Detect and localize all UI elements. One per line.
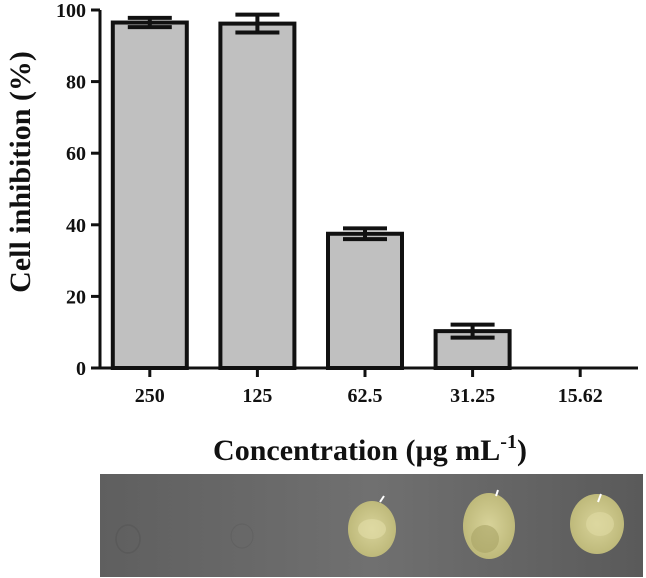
x-tick-label: 62.5 <box>348 385 383 407</box>
y-tick-label: 100 <box>56 0 86 22</box>
x-axis-title-main: Concentration (µg mL <box>213 434 500 467</box>
x-tick-label: 125 <box>242 385 272 407</box>
y-axis-title: Cell inhibition (%) <box>4 51 37 293</box>
y-tick-label: 40 <box>66 215 86 237</box>
bar <box>218 21 297 370</box>
x-axis: 250 125 62.5 31.25 15.62 <box>100 366 638 407</box>
x-axis-title-sup: -1 <box>500 431 517 453</box>
bar <box>110 20 189 371</box>
bar <box>326 231 404 370</box>
x-tick-label: 15.62 <box>558 385 603 407</box>
x-axis-title-close: ) <box>517 434 527 467</box>
x-tick-label: 31.25 <box>450 385 495 407</box>
y-tick-label: 20 <box>66 286 86 308</box>
x-tick-label: 250 <box>135 385 165 407</box>
plate-photo <box>100 474 643 577</box>
x-axis-title: Concentration (µg mL-1) <box>213 431 527 467</box>
bar-chart: 0 20 40 60 80 100 250 125 62.5 31.25 15.62 Cell i… <box>4 0 638 467</box>
y-axis: 0 20 40 60 80 100 <box>56 0 102 380</box>
y-tick-label: 0 <box>76 358 86 380</box>
bars <box>110 12 512 371</box>
y-tick-label: 60 <box>66 143 86 165</box>
y-tick-label: 80 <box>66 72 86 94</box>
